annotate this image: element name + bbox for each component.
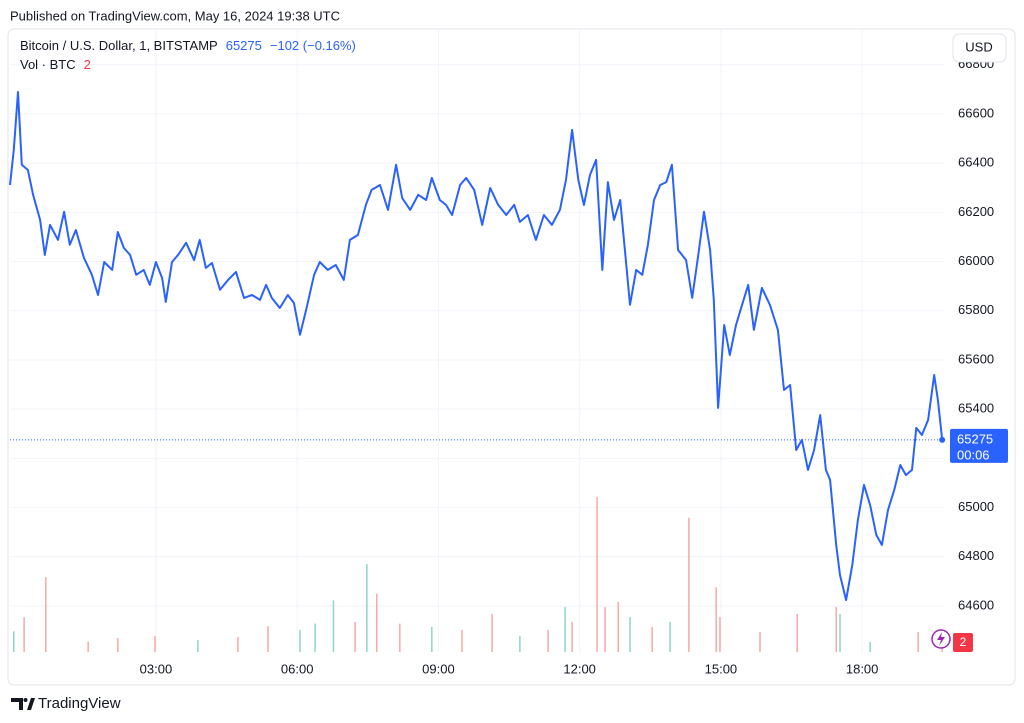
logo-mark	[27, 698, 35, 710]
published-note: Published on TradingView.com, May 16, 20…	[10, 8, 340, 23]
price-change: −102 (−0.16%)	[270, 38, 356, 53]
volume-bar	[197, 640, 199, 652]
symbol-title: Bitcoin / U.S. Dollar, 1, BITSTAMP	[20, 38, 218, 53]
volume-bar	[375, 593, 378, 652]
last-point	[939, 436, 946, 443]
volume-bar	[835, 607, 837, 652]
price-axis: 6460064800650006520065400656006580066000…	[140, 56, 1008, 676]
x-tick-label: 12:00	[563, 661, 596, 676]
volume-bar	[688, 517, 690, 652]
volume-legend: Vol · BTC 2	[20, 57, 91, 72]
y-tick-label: 65000	[958, 499, 994, 514]
footer-brand: TradingView	[38, 695, 121, 712]
y-tick-label: 65400	[958, 401, 994, 416]
volume-bar	[719, 617, 721, 652]
volume-bar	[839, 614, 841, 652]
last-price-box	[950, 428, 1008, 463]
x-tick-label: 09:00	[422, 661, 455, 676]
volume-bar	[519, 635, 521, 652]
grid	[10, 30, 945, 652]
y-tick-label: 65600	[958, 351, 994, 366]
y-tick-label: 66600	[958, 105, 994, 120]
x-tick-label: 15:00	[705, 661, 738, 676]
volume-bar	[715, 587, 717, 652]
y-tick-label: 66000	[958, 253, 994, 268]
x-tick-label: 06:00	[281, 661, 314, 676]
volume-bar	[629, 617, 631, 652]
volume-bar	[154, 635, 156, 652]
volume-bar	[571, 622, 573, 652]
event-bolt	[937, 632, 945, 646]
volume-bar	[941, 646, 943, 652]
y-tick-label: 64600	[958, 597, 994, 612]
countdown-label: 00:06	[957, 447, 990, 462]
volume-bar	[332, 600, 335, 652]
y-tick-label: 66200	[958, 204, 994, 219]
volume-bar	[13, 631, 15, 652]
volume-bar	[491, 614, 493, 652]
volume-bar	[431, 626, 433, 652]
price-pane	[9, 91, 946, 602]
volume-bar	[45, 577, 47, 652]
volume-badge	[953, 633, 973, 652]
logo-dot	[23, 698, 28, 702]
volume-bar	[23, 617, 25, 652]
volume-bar	[917, 632, 919, 652]
volume-bar	[869, 641, 871, 652]
volume-bar	[796, 614, 798, 652]
volume-last: 2	[84, 57, 91, 72]
volume-bar	[87, 641, 89, 652]
x-tick-label: 03:00	[140, 661, 173, 676]
currency-button[interactable]	[952, 33, 1007, 63]
price-line	[9, 91, 944, 602]
legend-row: Bitcoin / U.S. Dollar, 1, BITSTAMP 65275−…	[20, 38, 356, 53]
volume-bar	[759, 632, 761, 652]
volume-bar	[117, 638, 119, 652]
volume-bar	[314, 623, 316, 652]
logo-mark	[11, 698, 23, 710]
volume-bar	[299, 630, 301, 652]
volume-bar	[669, 622, 671, 652]
x-tick-label: 18:00	[846, 661, 879, 676]
volume-bar	[237, 637, 239, 652]
currency-label[interactable]: USD	[965, 39, 992, 54]
volume-bar	[596, 497, 598, 652]
volume-bar	[267, 626, 269, 652]
y-tick-label: 66400	[958, 155, 994, 170]
chart-frame	[7, 28, 1016, 686]
last-price: 65275	[226, 38, 262, 53]
volume-badge-label: 2	[960, 635, 967, 649]
y-tick-label: 64800	[958, 548, 994, 563]
tv-logo	[11, 698, 35, 710]
volume-bar	[651, 626, 653, 652]
volume-pane	[13, 497, 943, 652]
last-price-label: 65275	[957, 431, 993, 446]
volume-bar	[461, 630, 463, 652]
volume-bar	[617, 601, 620, 652]
volume-bar	[399, 623, 401, 652]
volume-name: Vol · BTC	[20, 57, 76, 72]
volume-bar	[354, 622, 356, 652]
volume-bar	[547, 630, 549, 652]
y-tick-label: 65800	[958, 302, 994, 317]
volume-bar	[366, 564, 368, 652]
volume-bar	[604, 607, 606, 652]
volume-bar	[564, 607, 566, 652]
